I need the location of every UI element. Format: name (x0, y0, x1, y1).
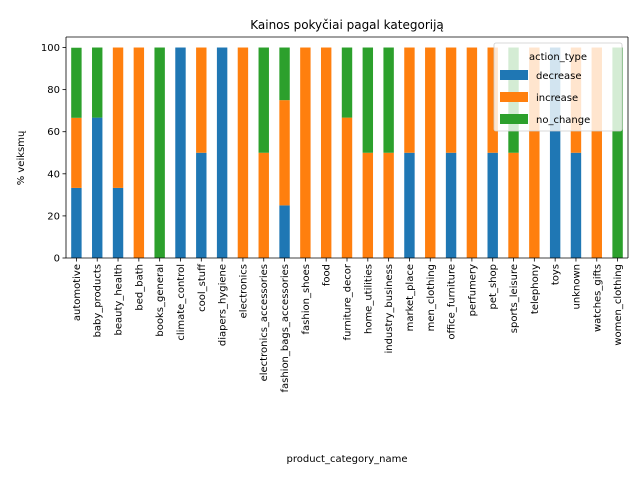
bar-increase-bed_bath (133, 47, 145, 258)
bar-increase-watches_gifts (591, 47, 602, 258)
y-tick-label: 0 (54, 254, 60, 265)
x-tick-label-automotive: automotive (72, 264, 83, 321)
bar-no_change-industry_business (383, 47, 394, 153)
bar-increase-market_place (404, 47, 415, 153)
x-tick-label-pet_shop: pet_shop (488, 264, 499, 309)
legend-label-increase: increase (536, 93, 578, 104)
x-tick-label-perfumery: perfumery (467, 264, 478, 316)
bar-increase-electronics (237, 47, 249, 258)
x-tick-label-women_clothing: women_clothing (613, 264, 624, 346)
bar-decrease-automotive (71, 187, 82, 258)
y-tick-label: 20 (47, 211, 60, 222)
x-tick-label-office_furniture: office_furniture (447, 264, 458, 340)
x-tick-label-electronics_accessories: electronics_accessories (259, 264, 270, 381)
bar-decrease-fashion_bags_accessories (279, 205, 290, 258)
legend-title: action_type (529, 52, 587, 63)
bar-no_change-automotive (71, 47, 82, 118)
y-tick-label: 80 (47, 85, 60, 96)
x-tick-label-telephony: telephony (530, 264, 541, 314)
bar-no_change-furniture_decor (341, 47, 353, 118)
x-tick-label-industry_business: industry_business (384, 264, 395, 354)
y-tick-label: 100 (41, 43, 60, 54)
x-tick-label-fashion_bags_accessories: fashion_bags_accessories (280, 264, 291, 393)
x-tick-label-men_clothing: men_clothing (426, 264, 437, 331)
bar-increase-perfumery (466, 47, 478, 258)
bar-decrease-unknown (570, 152, 582, 258)
bar-increase-electronics_accessories (258, 152, 269, 258)
bar-increase-pet_shop (487, 47, 498, 153)
bar-increase-men_clothing (425, 47, 436, 258)
x-tick-label-electronics: electronics (238, 264, 249, 318)
legend-box (493, 42, 623, 132)
x-tick-label-watches_gifts: watches_gifts (592, 264, 603, 332)
bar-decrease-market_place (404, 152, 415, 258)
legend-swatch-no_change (500, 114, 528, 124)
x-tick-label-market_place: market_place (405, 264, 416, 331)
y-tick-label: 40 (47, 169, 60, 180)
bar-increase-industry_business (383, 152, 394, 258)
bar-increase-fashion_shoes (300, 47, 311, 258)
bar-decrease-beauty_health (112, 187, 124, 258)
bar-increase-cool_stuff (196, 47, 207, 153)
x-tick-label-baby_products: baby_products (93, 264, 104, 337)
bar-increase-telephony (529, 47, 540, 258)
x-tick-label-beauty_health: beauty_health (114, 264, 125, 335)
x-tick-label-diapers_hygiene: diapers_hygiene (218, 264, 229, 346)
legend-label-decrease: decrease (536, 71, 582, 82)
bar-decrease-climate_control (175, 47, 186, 258)
x-tick-label-climate_control: climate_control (176, 264, 187, 341)
x-tick-label-cool_stuff: cool_stuff (197, 263, 208, 312)
x-axis-label: product_category_name (286, 454, 407, 465)
bar-decrease-toys (549, 47, 561, 258)
legend-swatch-increase (500, 92, 528, 102)
bar-increase-office_furniture (445, 47, 457, 153)
bar-decrease-pet_shop (487, 152, 498, 258)
legend-swatch-decrease (500, 70, 528, 80)
bar-increase-furniture_decor (341, 117, 353, 258)
bar-increase-fashion_bags_accessories (279, 100, 290, 206)
x-tick-label-furniture_decor: furniture_decor (343, 263, 354, 340)
bar-no_change-home_utilities (362, 47, 374, 153)
bar-increase-sports_leisure (508, 152, 519, 258)
x-tick-label-home_utilities: home_utilities (363, 264, 374, 334)
bar-decrease-office_furniture (445, 152, 457, 258)
x-tick-label-toys: toys (551, 264, 562, 285)
bar-increase-home_utilities (362, 152, 374, 258)
bar-decrease-cool_stuff (196, 152, 207, 258)
legend-label-no_change: no_change (536, 115, 590, 126)
bar-no_change-fashion_bags_accessories (279, 47, 290, 101)
chart-title: Kainos pokyčiai pagal kategoriją (250, 18, 444, 32)
x-tick-label-food: food (322, 264, 333, 286)
bar-decrease-baby_products (92, 117, 103, 258)
bar-no_change-women_clothing (612, 47, 623, 258)
bar-increase-food (320, 47, 332, 258)
x-tick-label-fashion_shoes: fashion_shoes (301, 264, 312, 334)
bar-no_change-books_general (154, 47, 165, 258)
bar-increase-beauty_health (112, 47, 124, 188)
bar-no_change-baby_products (92, 47, 103, 118)
bar-no_change-electronics_accessories (258, 47, 269, 153)
y-axis-label: % veiksmų (16, 130, 27, 185)
bar-increase-automotive (71, 117, 82, 188)
x-tick-label-books_general: books_general (155, 264, 166, 337)
x-tick-label-sports_leisure: sports_leisure (509, 264, 520, 333)
axes-layer: 0 20 40 60 80 100 automotive baby_products beaut… (41, 36, 629, 393)
y-tick-label: 60 (47, 127, 60, 138)
x-tick-label-unknown: unknown (571, 264, 582, 309)
x-tick-label-bed_bath: bed_bath (134, 264, 145, 311)
bar-decrease-diapers_hygiene (216, 47, 228, 258)
legend: action_type decrease increase no_change (493, 42, 623, 132)
